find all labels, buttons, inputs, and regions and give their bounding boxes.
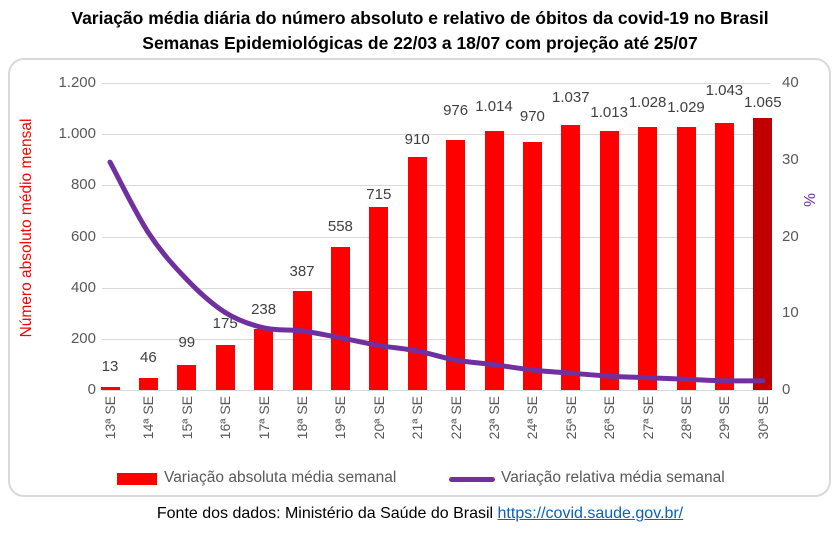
left-axis-tick-1.000: 1.000 [58,125,96,143]
right-axis-tick-40: 40 [782,74,799,91]
bar-20ª SE [369,207,389,390]
x-axis-label-21ª SE: 21ª SE [409,396,426,440]
x-axis-label-16ª SE: 16ª SE [217,396,234,440]
x-axis-label-28ª SE: 28ª SE [678,396,694,440]
bar-29ª SE [714,123,734,390]
bar-19ª SE [330,247,350,390]
x-axis-label-20ª SE: 20ª SE [370,396,387,440]
x-axis-label-30ª SE: 30ª SE [754,396,771,440]
plot-area-frame: 1.200 1.000 800 600 400 200 0 40 30 20 10 0 13 46 99 17… [8,58,831,497]
bar-15ª SE [177,364,197,390]
gridline [102,236,770,238]
gridline [102,185,770,187]
right-axis-tick-10: 10 [782,304,799,322]
bar-22ª SE [446,140,466,390]
x-axis-label-13ª SE: 13ª SE [102,396,118,440]
footer-source-link[interactable]: https://covid.saude.gov.br/ [497,505,684,522]
legend-line-swatch [449,477,495,482]
bar-27ª SE [638,127,658,390]
x-axis-label-17ª SE: 17ª SE [255,396,272,440]
bar-30ª SE [753,117,773,390]
x-axis-label-25ª SE: 25ª SE [562,396,579,440]
bar-label-26ª SE: 1.013 [590,103,628,121]
bar-28ª SE [676,126,696,390]
bar-14ª SE [138,378,158,390]
legend-bar-label: Variação absoluta média semanal [164,469,397,486]
legend-line-label: Variação relativa média semanal [501,469,725,486]
bar-label-21ª SE: 910 [404,131,430,149]
right-axis-title: % [802,193,819,207]
footer-source-text: Fonte dos dados: Ministério da Saúde do … [156,505,494,522]
left-axis-tick-200: 200 [70,329,96,347]
x-axis-label-27ª SE: 27ª SE [639,396,656,440]
gridline [102,134,770,136]
bar-21ª SE [407,157,427,390]
x-axis-label-15ª SE: 15ª SE [178,396,195,440]
x-axis-label-14ª SE: 14ª SE [140,396,157,440]
legend-bar-swatch [117,473,157,485]
bar-label-22ª SE: 976 [443,102,469,120]
bar-label-17ª SE: 238 [251,301,277,319]
bar-24ª SE [522,141,542,390]
left-axis-title: Número absoluto médio mensal [18,118,35,338]
bar-23ª SE [484,130,504,390]
bar-label-15ª SE: 99 [178,333,196,351]
bar-25ª SE [561,124,581,390]
bar-label-28ª SE: 1.029 [667,98,705,116]
chart-title-line2: Semanas Epidemiológicas de 22/03 a 18/07… [142,32,698,53]
x-axis-label-19ª SE: 19ª SE [332,396,349,440]
bar-18ª SE [292,291,312,390]
bar-17ª SE [254,329,274,390]
bar-label-27ª SE: 1.028 [628,94,667,111]
bar-label-20ª SE: 715 [366,186,392,204]
left-axis-tick-400: 400 [70,278,96,296]
bar-label-30ª SE: 1.065 [744,93,782,111]
x-axis-label-26ª SE: 26ª SE [601,396,618,440]
footer-source: Fonte dos dados: Ministério da Saúde do … [0,503,840,525]
right-axis-tick-20: 20 [782,227,799,245]
chart-title-line1: Variação média diária do número absoluto… [71,8,769,28]
x-axis-label-24ª SE: 24ª SE [524,396,541,440]
bar-label-16ª SE: 175 [212,315,238,333]
right-axis-tick-0: 0 [782,381,791,398]
bar-16ª SE [215,345,235,390]
x-axis-label-23ª SE: 23ª SE [486,396,502,440]
x-axis-line [102,390,770,391]
bar-label-24ª SE: 970 [519,107,545,125]
left-axis-tick-0: 0 [87,381,96,398]
bar-26ª SE [599,130,619,390]
right-axis-tick-30: 30 [782,150,799,168]
bar-label-25ª SE: 1.037 [552,88,590,106]
x-axis-label-22ª SE: 22ª SE [447,396,464,440]
gridline [102,83,770,84]
bar-label-18ª SE: 387 [289,263,315,280]
left-axis-tick-800: 800 [70,176,96,194]
bar-13ª SE [100,386,120,390]
x-axis-label-29ª SE: 29ª SE [716,396,733,440]
bar-label-29ª SE: 1.043 [705,82,744,100]
bar-label-23ª SE: 1.014 [475,97,513,115]
left-axis-tick-600: 600 [70,227,96,245]
bar-label-14ª SE: 46 [140,349,157,367]
left-axis-tick-1.200: 1.200 [58,74,96,91]
chart-title: Variação média diária do número absoluto… [0,6,840,55]
bar-label-19ª SE: 558 [327,218,353,236]
x-axis-label-18ª SE: 18ª SE [294,396,310,440]
gridline [102,287,770,289]
